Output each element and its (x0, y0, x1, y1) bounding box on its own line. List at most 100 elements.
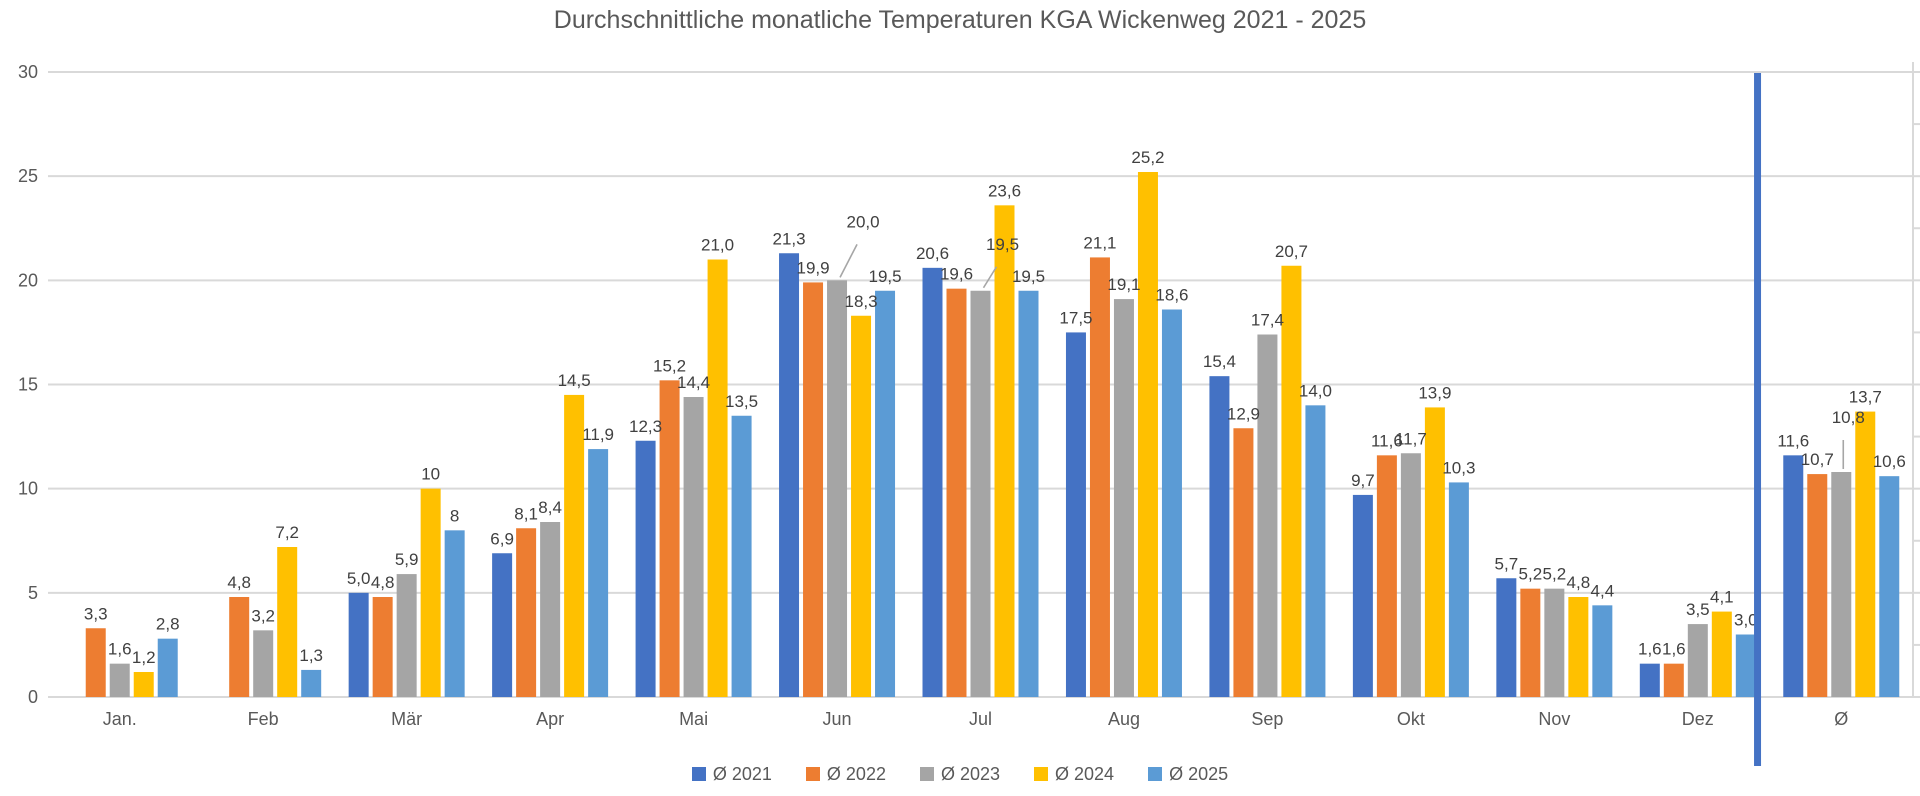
bar-Ø 2024-Mai[interactable] (707, 259, 728, 698)
data-label-Ø 2025-Jul: 19,5 (1012, 267, 1045, 286)
data-label-Ø 2024-Jul: 23,6 (988, 181, 1021, 200)
bar-Ø 2025-Dez[interactable] (1735, 634, 1756, 698)
y-tick-label-10: 10 (18, 479, 38, 499)
y-tick-label-25: 25 (18, 166, 38, 186)
bar-Ø 2021-Ø[interactable] (1783, 455, 1804, 697)
bar-Ø 2022-Apr[interactable] (516, 528, 537, 697)
data-label-Ø 2024-Jan.: 1,2 (132, 648, 156, 667)
data-label-Ø 2023-Jul: 19,5 (986, 235, 1019, 254)
bar-Ø 2025-Apr[interactable] (588, 449, 609, 697)
data-label-Ø 2022-Apr: 8,1 (514, 504, 538, 523)
bar-Ø 2024-Ø[interactable] (1855, 411, 1876, 697)
bar-Ø 2025-Ø[interactable] (1879, 476, 1900, 697)
bar-Ø 2024-Sep[interactable] (1281, 265, 1302, 697)
x-label-Jul: Jul (969, 709, 992, 729)
bar-Ø 2023-Okt[interactable] (1400, 453, 1421, 697)
legend: Ø 2021 Ø 2022 Ø 2023 Ø 2024 Ø 2025 (0, 758, 1920, 790)
bar-Ø 2025-Jun[interactable] (875, 290, 896, 697)
bar-Ø 2022-Jan.[interactable] (85, 628, 106, 697)
bar-Ø 2025-Aug[interactable] (1161, 309, 1182, 698)
legend-item-Ø 2022[interactable]: Ø 2022 (805, 764, 886, 785)
bar-Ø 2021-Mär[interactable] (348, 592, 369, 697)
legend-swatch-icon (691, 767, 706, 781)
bar-Ø 2023-Feb[interactable] (253, 630, 274, 697)
bar-Ø 2024-Aug[interactable] (1137, 172, 1158, 697)
bar-Ø 2024-Nov[interactable] (1568, 597, 1589, 697)
bar-Ø 2022-Aug[interactable] (1089, 257, 1110, 697)
bar-Ø 2024-Jan.[interactable] (133, 672, 154, 697)
data-label-Ø 2023-Okt: 11,7 (1395, 429, 1427, 448)
bar-Ø 2024-Feb[interactable] (277, 547, 298, 697)
bar-Ø 2022-Feb[interactable] (229, 597, 250, 697)
data-label-Ø 2025-Ø: 10,6 (1873, 452, 1906, 471)
data-label-Ø 2025-Mär: 8 (450, 506, 459, 525)
bar-Ø 2023-Mai[interactable] (683, 397, 704, 697)
bar-Ø 2022-Sep[interactable] (1233, 428, 1254, 697)
bar-Ø 2023-Jul[interactable] (970, 290, 991, 697)
legend-item-Ø 2025[interactable]: Ø 2025 (1148, 764, 1228, 785)
y-tick-label-15: 15 (18, 375, 38, 395)
bar-Ø 2021-Jul[interactable] (922, 267, 943, 697)
y-tick-label-30: 30 (18, 62, 38, 82)
bar-Ø 2024-Apr[interactable] (564, 394, 585, 697)
bar-Ø 2025-Jan.[interactable] (157, 638, 178, 697)
data-label-Ø 2024-Nov: 4,8 (1567, 573, 1591, 592)
bar-Ø 2022-Jul[interactable] (946, 288, 967, 697)
bar-Ø 2023-Apr[interactable] (540, 522, 561, 697)
bar-Ø 2023-Jan.[interactable] (109, 663, 130, 697)
bar-Ø 2022-Okt[interactable] (1376, 455, 1397, 697)
bar-Ø 2025-Okt[interactable] (1448, 482, 1469, 697)
bar-Ø 2021-Mai[interactable] (635, 440, 656, 697)
bar-Ø 2022-Nov[interactable] (1520, 588, 1541, 697)
bar-Ø 2023-Mär[interactable] (396, 574, 417, 697)
bar-Ø 2023-Nov[interactable] (1544, 588, 1565, 697)
bar-Ø 2023-Ø[interactable] (1831, 472, 1852, 697)
bar-Ø 2021-Aug[interactable] (1065, 332, 1086, 697)
bar-Ø 2024-Okt[interactable] (1424, 407, 1445, 697)
bar-Ø 2025-Mai[interactable] (731, 415, 752, 697)
legend-item-Ø 2024[interactable]: Ø 2024 (1034, 764, 1114, 785)
bar-Ø 2021-Sep[interactable] (1209, 376, 1230, 697)
bar-Ø 2022-Jun[interactable] (803, 282, 824, 697)
data-label-Ø 2023-Sep: 17,4 (1251, 311, 1284, 330)
data-label-Ø 2024-Dez: 4,1 (1710, 588, 1734, 607)
bar-Ø 2022-Ø[interactable] (1807, 474, 1828, 697)
bar-Ø 2021-Apr[interactable] (492, 553, 513, 697)
bar-Ø 2023-Sep[interactable] (1257, 334, 1278, 698)
data-label-Ø 2025-Mai: 13,5 (725, 392, 758, 411)
x-label-Mai: Mai (679, 709, 708, 729)
data-label-Ø 2024-Ø: 13,7 (1849, 388, 1882, 407)
bar-Ø 2022-Mär[interactable] (372, 597, 393, 697)
x-label-Mär: Mär (391, 709, 422, 729)
data-label-Ø 2021-Okt: 9,7 (1351, 471, 1375, 490)
bar-Ø 2025-Sep[interactable] (1305, 405, 1326, 697)
bar-Ø 2021-Jun[interactable] (779, 253, 800, 697)
bar-Ø 2023-Aug[interactable] (1113, 299, 1134, 697)
data-label-Ø 2022-Jan.: 3,3 (84, 604, 108, 623)
x-label-Sep: Sep (1251, 709, 1283, 729)
bar-Ø 2021-Okt[interactable] (1352, 494, 1373, 697)
data-label-Ø 2024-Sep: 20,7 (1275, 242, 1308, 261)
bar-Ø 2025-Feb[interactable] (301, 669, 322, 697)
bar-Ø 2024-Dez[interactable] (1711, 611, 1732, 697)
data-label-Ø 2023-Mär: 5,9 (395, 550, 419, 569)
bar-Ø 2021-Nov[interactable] (1496, 578, 1517, 697)
x-label-Okt: Okt (1397, 709, 1425, 729)
bar-Ø 2024-Jul[interactable] (994, 205, 1015, 698)
bar-Ø 2024-Jun[interactable] (851, 315, 872, 697)
bar-Ø 2023-Dez[interactable] (1687, 624, 1708, 697)
bar-Ø 2021-Dez[interactable] (1639, 663, 1660, 697)
legend-item-Ø 2023[interactable]: Ø 2023 (919, 764, 1000, 785)
legend-label: Ø 2021 (712, 763, 772, 784)
legend-swatch-icon (919, 767, 934, 781)
chart-title: Durchschnittliche monatliche Temperature… (553, 6, 1367, 34)
bar-Ø 2022-Dez[interactable] (1663, 663, 1684, 697)
bar-Ø 2025-Jul[interactable] (1018, 290, 1039, 697)
bar-Ø 2025-Nov[interactable] (1592, 605, 1613, 697)
bar-Ø 2023-Jun[interactable] (827, 280, 848, 697)
legend-item-Ø 2021[interactable]: Ø 2021 (691, 763, 772, 785)
bar-Ø 2024-Mär[interactable] (420, 488, 441, 697)
data-label-Ø 2024-Mai: 21,0 (701, 236, 734, 255)
bar-Ø 2025-Mär[interactable] (444, 530, 465, 697)
bar-Ø 2022-Mai[interactable] (659, 380, 680, 697)
